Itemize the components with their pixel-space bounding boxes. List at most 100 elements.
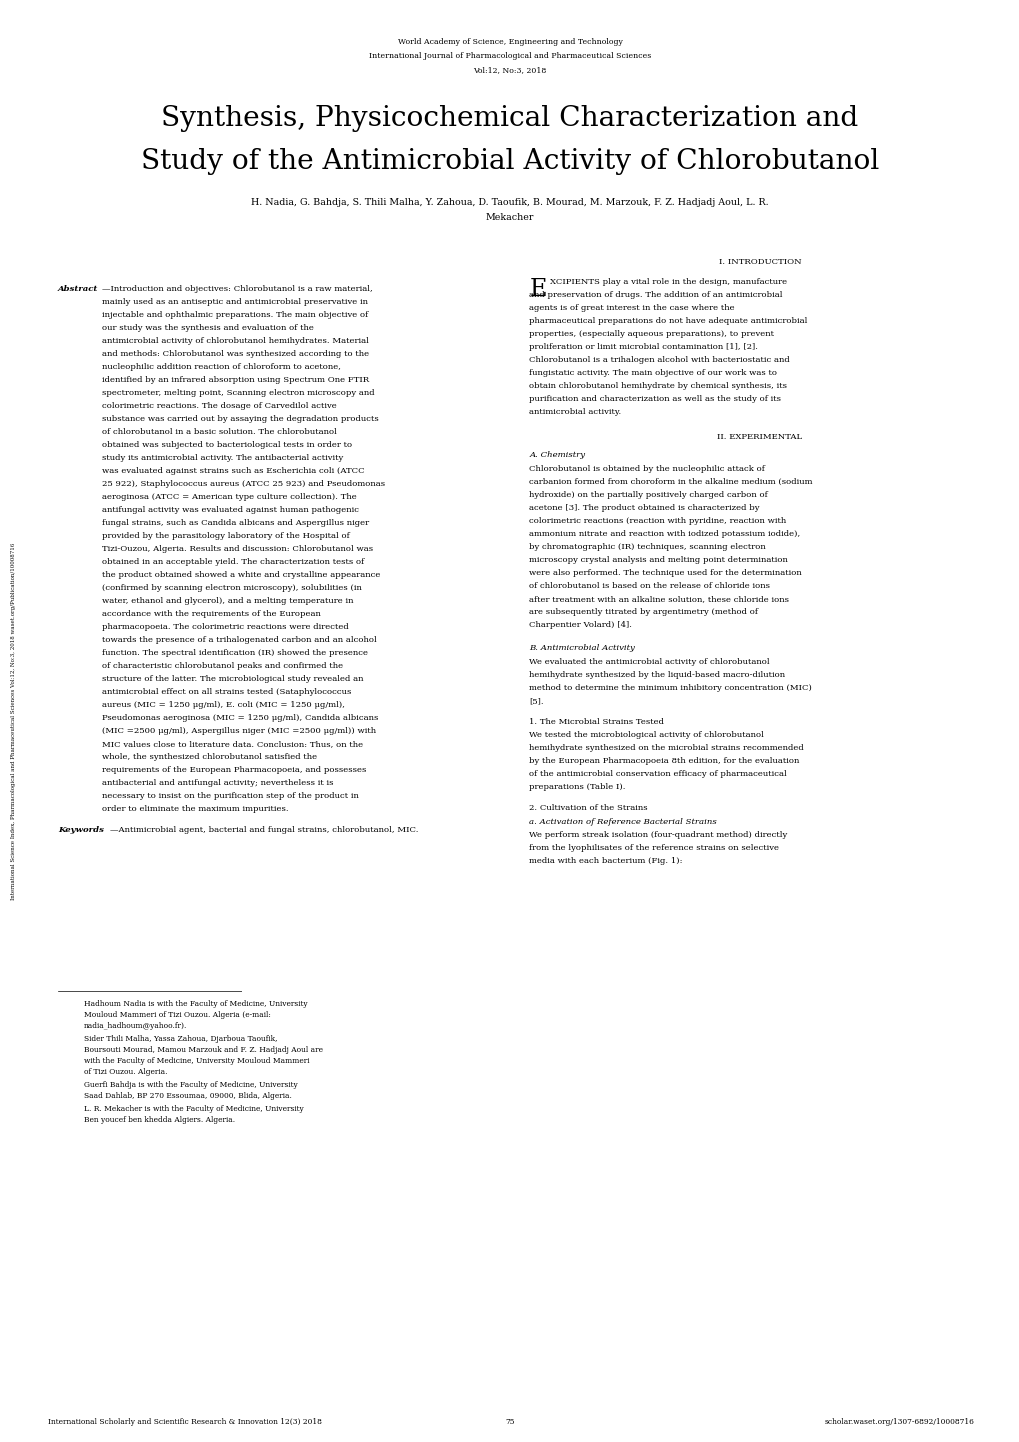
- Text: accordance with the requirements of the European: accordance with the requirements of the …: [102, 610, 321, 619]
- Text: a. Activation of Reference Bacterial Strains: a. Activation of Reference Bacterial Str…: [529, 818, 716, 826]
- Text: proliferation or limit microbial contamination [1], [2].: proliferation or limit microbial contami…: [529, 343, 758, 350]
- Text: International Science Index, Pharmacological and Pharmaceutical Sciences Vol:12,: International Science Index, Pharmacolog…: [11, 542, 15, 900]
- Text: 1. The Microbial Strains Tested: 1. The Microbial Strains Tested: [529, 718, 663, 725]
- Text: colorimetric reactions. The dosage of Carvedilol active: colorimetric reactions. The dosage of Ca…: [102, 402, 336, 410]
- Text: order to eliminate the maximum impurities.: order to eliminate the maximum impuritie…: [102, 805, 288, 813]
- Text: microscopy crystal analysis and melting point determination: microscopy crystal analysis and melting …: [529, 557, 788, 564]
- Text: Chlorobutanol is obtained by the nucleophilic attack of: Chlorobutanol is obtained by the nucleop…: [529, 464, 764, 473]
- Text: hemihydrate synthesized on the microbial strains recommended: hemihydrate synthesized on the microbial…: [529, 744, 803, 751]
- Text: (confirmed by scanning electron microscopy), solubilities (in: (confirmed by scanning electron microsco…: [102, 584, 362, 593]
- Text: MIC values close to literature data. Conclusion: Thus, on the: MIC values close to literature data. Con…: [102, 740, 363, 748]
- Text: after treatment with an alkaline solution, these chloride ions: after treatment with an alkaline solutio…: [529, 596, 789, 603]
- Text: antifungal activity was evaluated against human pathogenic: antifungal activity was evaluated agains…: [102, 506, 359, 513]
- Text: our study was the synthesis and evaluation of the: our study was the synthesis and evaluati…: [102, 324, 314, 332]
- Text: II. EXPERIMENTAL: II. EXPERIMENTAL: [716, 433, 802, 441]
- Text: fungal strains, such as Candida albicans and Aspergillus niger: fungal strains, such as Candida albicans…: [102, 519, 369, 526]
- Text: agents is of great interest in the case where the: agents is of great interest in the case …: [529, 304, 735, 311]
- Text: Ben youcef ben khedda Algiers. Algeria.: Ben youcef ben khedda Algiers. Algeria.: [84, 1116, 234, 1123]
- Text: Boursouti Mourad, Mamou Marzouk and F. Z. Hadjadj Aoul are: Boursouti Mourad, Mamou Marzouk and F. Z…: [84, 1045, 322, 1054]
- Text: International Journal of Pharmacological and Pharmaceutical Sciences: International Journal of Pharmacological…: [369, 52, 650, 61]
- Text: of chlorobutanol is based on the release of chloride ions: of chlorobutanol is based on the release…: [529, 583, 769, 590]
- Text: Keywords: Keywords: [58, 826, 104, 833]
- Text: L. R. Mekacher is with the Faculty of Medicine, University: L. R. Mekacher is with the Faculty of Me…: [84, 1105, 303, 1113]
- Text: Chlorobutanol is a trihalogen alcohol with bacteriostatic and: Chlorobutanol is a trihalogen alcohol wi…: [529, 356, 790, 363]
- Text: of chlorobutanol in a basic solution. The chlorobutanol: of chlorobutanol in a basic solution. Th…: [102, 428, 336, 435]
- Text: Abstract: Abstract: [58, 286, 98, 293]
- Text: ammonium nitrate and reaction with iodized potassium iodide),: ammonium nitrate and reaction with iodiz…: [529, 531, 800, 538]
- Text: obtained was subjected to bacteriological tests in order to: obtained was subjected to bacteriologica…: [102, 441, 352, 448]
- Text: International Scholarly and Scientific Research & Innovation 12(3) 2018: International Scholarly and Scientific R…: [48, 1417, 322, 1426]
- Text: antimicrobial activity.: antimicrobial activity.: [529, 408, 621, 415]
- Text: by the European Pharmacopoeia 8th edition, for the evaluation: by the European Pharmacopoeia 8th editio…: [529, 757, 799, 766]
- Text: aureus (MIC = 1250 μg/ml), E. coli (MIC = 1250 μg/ml),: aureus (MIC = 1250 μg/ml), E. coli (MIC …: [102, 701, 344, 709]
- Text: Saad Dahlab, BP 270 Essoumaa, 09000, Blida, Algeria.: Saad Dahlab, BP 270 Essoumaa, 09000, Bli…: [84, 1092, 291, 1100]
- Text: acetone [3]. The product obtained is characterized by: acetone [3]. The product obtained is cha…: [529, 505, 759, 512]
- Text: substance was carried out by assaying the degradation products: substance was carried out by assaying th…: [102, 415, 378, 423]
- Text: spectrometer, melting point, Scanning electron microscopy and: spectrometer, melting point, Scanning el…: [102, 389, 374, 397]
- Text: B. Antimicrobial Activity: B. Antimicrobial Activity: [529, 645, 635, 652]
- Text: towards the presence of a trihalogenated carbon and an alcohol: towards the presence of a trihalogenated…: [102, 636, 376, 645]
- Text: colorimetric reactions (reaction with pyridine, reaction with: colorimetric reactions (reaction with py…: [529, 518, 786, 525]
- Text: provided by the parasitology laboratory of the Hospital of: provided by the parasitology laboratory …: [102, 532, 350, 539]
- Text: was evaluated against strains such as Escherichia coli (ATCC: was evaluated against strains such as Es…: [102, 467, 364, 474]
- Text: injectable and ophthalmic preparations. The main objective of: injectable and ophthalmic preparations. …: [102, 311, 368, 319]
- Text: 75: 75: [504, 1417, 515, 1426]
- Text: whole, the synthesized chlorobutanol satisfied the: whole, the synthesized chlorobutanol sat…: [102, 753, 317, 761]
- Text: function. The spectral identification (IR) showed the presence: function. The spectral identification (I…: [102, 649, 368, 658]
- Text: World Academy of Science, Engineering and Technology: World Academy of Science, Engineering an…: [397, 37, 622, 46]
- Text: method to determine the minimum inhibitory concentration (MIC): method to determine the minimum inhibito…: [529, 684, 811, 692]
- Text: preparations (Table I).: preparations (Table I).: [529, 783, 626, 792]
- Text: Tizi-Ouzou, Algeria. Results and discussion: Chlorobutanol was: Tizi-Ouzou, Algeria. Results and discuss…: [102, 545, 373, 552]
- Text: obtain chlorobutanol hemihydrate by chemical synthesis, its: obtain chlorobutanol hemihydrate by chem…: [529, 382, 787, 389]
- Text: with the Faculty of Medicine, University Mouloud Mammeri: with the Faculty of Medicine, University…: [84, 1057, 309, 1066]
- Text: nadia_hadhoum@yahoo.fr).: nadia_hadhoum@yahoo.fr).: [84, 1022, 186, 1030]
- Text: We perform streak isolation (four-quadrant method) directly: We perform streak isolation (four-quadra…: [529, 831, 787, 839]
- Text: were also performed. The technique used for the determination: were also performed. The technique used …: [529, 570, 801, 577]
- Text: —Introduction and objectives: Chlorobutanol is a raw material,: —Introduction and objectives: Chlorobuta…: [102, 286, 372, 293]
- Text: H. Nadia, G. Bahdja, S. Thili Malha, Y. Zahoua, D. Taoufik, B. Mourad, M. Marzou: H. Nadia, G. Bahdja, S. Thili Malha, Y. …: [251, 198, 768, 208]
- Text: Vol:12, No:3, 2018: Vol:12, No:3, 2018: [473, 66, 546, 74]
- Text: Mouloud Mammeri of Tizi Ouzou. Algeria (e-mail:: Mouloud Mammeri of Tizi Ouzou. Algeria (…: [84, 1011, 270, 1019]
- Text: study its antimicrobial activity. The antibacterial activity: study its antimicrobial activity. The an…: [102, 454, 343, 461]
- Text: of Tizi Ouzou. Algeria.: of Tizi Ouzou. Algeria.: [84, 1069, 167, 1076]
- Text: water, ethanol and glycerol), and a melting temperature in: water, ethanol and glycerol), and a melt…: [102, 597, 354, 606]
- Text: by chromatographic (IR) techniques, scanning electron: by chromatographic (IR) techniques, scan…: [529, 544, 765, 551]
- Text: We tested the microbiological activity of chlorobutanol: We tested the microbiological activity o…: [529, 731, 763, 738]
- Text: are subsequently titrated by argentimetry (method of: are subsequently titrated by argentimetr…: [529, 609, 758, 616]
- Text: —Antimicrobial agent, bacterial and fungal strains, chlorobutanol, MIC.: —Antimicrobial agent, bacterial and fung…: [110, 826, 418, 833]
- Text: aeroginosa (ATCC = American type culture collection). The: aeroginosa (ATCC = American type culture…: [102, 493, 357, 500]
- Text: Pseudomonas aeroginosa (MIC = 1250 μg/ml), Candida albicans: Pseudomonas aeroginosa (MIC = 1250 μg/ml…: [102, 714, 378, 722]
- Text: purification and characterization as well as the study of its: purification and characterization as wel…: [529, 395, 781, 402]
- Text: Synthesis, Physicochemical Characterization and: Synthesis, Physicochemical Characterizat…: [161, 105, 858, 133]
- Text: of characteristic chlorobutanol peaks and confirmed the: of characteristic chlorobutanol peaks an…: [102, 662, 342, 671]
- Text: properties, (especially aqueous preparations), to prevent: properties, (especially aqueous preparat…: [529, 330, 773, 337]
- Text: (MIC =2500 μg/ml), Aspergillus niger (MIC =2500 μg/ml)) with: (MIC =2500 μg/ml), Aspergillus niger (MI…: [102, 727, 376, 735]
- Text: 25 922), Staphylococcus aureus (ATCC 25 923) and Pseudomonas: 25 922), Staphylococcus aureus (ATCC 25 …: [102, 480, 385, 487]
- Text: I. INTRODUCTION: I. INTRODUCTION: [717, 258, 801, 265]
- Text: identified by an infrared absorption using Spectrum One FTIR: identified by an infrared absorption usi…: [102, 376, 369, 384]
- Text: and methods: Chlorobutanol was synthesized according to the: and methods: Chlorobutanol was synthesiz…: [102, 350, 369, 358]
- Text: media with each bacterium (Fig. 1):: media with each bacterium (Fig. 1):: [529, 857, 682, 865]
- Text: A. Chemistry: A. Chemistry: [529, 451, 585, 459]
- Text: nucleophilic addition reaction of chloroform to acetone,: nucleophilic addition reaction of chloro…: [102, 363, 340, 371]
- Text: necessary to insist on the purification step of the product in: necessary to insist on the purification …: [102, 792, 359, 800]
- Text: hemihydrate synthesized by the liquid-based macro-dilution: hemihydrate synthesized by the liquid-ba…: [529, 671, 785, 679]
- Text: Study of the Antimicrobial Activity of Chlorobutanol: Study of the Antimicrobial Activity of C…: [141, 149, 878, 174]
- Text: Mekacher: Mekacher: [485, 213, 534, 222]
- Text: obtained in an acceptable yield. The characterization tests of: obtained in an acceptable yield. The cha…: [102, 558, 364, 567]
- Text: hydroxide) on the partially positively charged carbon of: hydroxide) on the partially positively c…: [529, 490, 767, 499]
- Text: fungistatic activity. The main objective of our work was to: fungistatic activity. The main objective…: [529, 369, 776, 376]
- Text: XCIPIENTS play a vital role in the design, manufacture: XCIPIENTS play a vital role in the desig…: [549, 278, 786, 286]
- Text: [5].: [5].: [529, 696, 543, 705]
- Text: pharmaceutical preparations do not have adequate antimicrobial: pharmaceutical preparations do not have …: [529, 317, 807, 324]
- Text: Hadhoum Nadia is with the Faculty of Medicine, University: Hadhoum Nadia is with the Faculty of Med…: [84, 999, 307, 1008]
- Text: mainly used as an antiseptic and antimicrobial preservative in: mainly used as an antiseptic and antimic…: [102, 298, 368, 306]
- Text: requirements of the European Pharmacopoeia, and possesses: requirements of the European Pharmacopoe…: [102, 766, 366, 774]
- Text: structure of the latter. The microbiological study revealed an: structure of the latter. The microbiolog…: [102, 675, 363, 684]
- Text: from the lyophilisates of the reference strains on selective: from the lyophilisates of the reference …: [529, 844, 779, 852]
- Text: scholar.waset.org/1307-6892/10008716: scholar.waset.org/1307-6892/10008716: [823, 1417, 973, 1426]
- Text: antimicrobial effect on all strains tested (Sataphylococcus: antimicrobial effect on all strains test…: [102, 688, 351, 696]
- Text: antimicrobial activity of chlorobutanol hemihydrates. Material: antimicrobial activity of chlorobutanol …: [102, 337, 369, 345]
- Text: 2. Cultivation of the Strains: 2. Cultivation of the Strains: [529, 805, 647, 812]
- Text: and preservation of drugs. The addition of an antimicrobial: and preservation of drugs. The addition …: [529, 291, 783, 298]
